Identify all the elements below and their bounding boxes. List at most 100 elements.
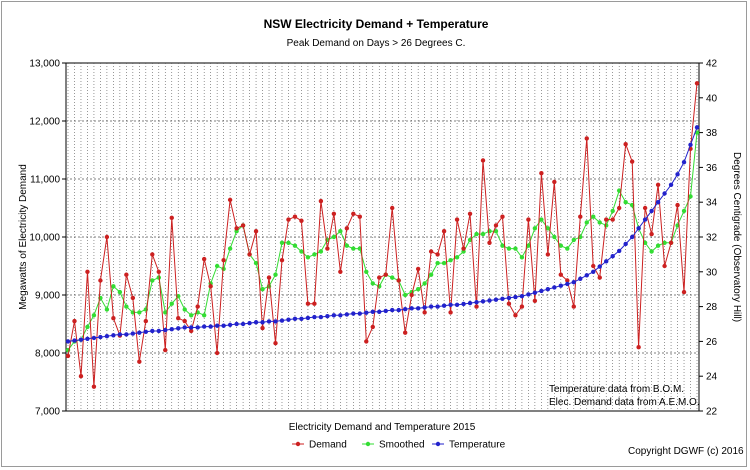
point-demand: [467, 211, 473, 216]
y2-tick-label: 24: [706, 372, 718, 383]
y-tick-label: 11,000: [30, 175, 60, 186]
point-demand: [513, 313, 518, 318]
y2-tick-label: 28: [706, 302, 718, 313]
point-demand: [364, 339, 369, 344]
point-temperature: [163, 327, 168, 333]
point-temperature: [474, 300, 479, 305]
point-demand: [649, 231, 654, 237]
point-temperature: [364, 310, 369, 315]
point-temperature: [169, 327, 174, 332]
point-temperature: [137, 330, 142, 335]
point-demand: [415, 266, 421, 272]
point-temperature: [513, 294, 518, 300]
point-temperature: [597, 264, 602, 269]
point-demand: [480, 158, 486, 163]
legend-label-temperature: Temperature: [449, 440, 506, 451]
point-temperature: [299, 316, 304, 321]
point-smoothed: [519, 255, 525, 260]
point-smoothed: [364, 269, 369, 274]
point-demand: [221, 258, 226, 263]
point-temperature: [273, 319, 278, 324]
point-temperature: [130, 331, 136, 336]
point-smoothed: [526, 243, 531, 248]
point-demand: [351, 211, 356, 216]
point-demand: [435, 252, 440, 257]
gridlines: [66, 63, 699, 411]
point-temperature: [454, 302, 460, 308]
point-temperature: [487, 298, 492, 303]
y-tick-label: 7,000: [35, 407, 60, 418]
point-demand: [163, 347, 168, 353]
point-smoothed: [500, 243, 505, 248]
point-demand: [189, 328, 194, 334]
point-demand: [461, 246, 466, 251]
point-smoothed: [506, 246, 512, 251]
point-temperature: [571, 280, 576, 285]
point-smoothed: [688, 194, 693, 199]
point-temperature: [221, 323, 226, 328]
point-demand: [85, 269, 90, 274]
point-smoothed: [253, 260, 259, 266]
point-smoothed: [189, 313, 194, 318]
point-smoothed: [441, 260, 447, 266]
point-demand: [156, 269, 161, 274]
point-demand: [338, 269, 343, 274]
point-temperature: [124, 332, 129, 337]
y-tick-label: 10,000: [29, 233, 60, 244]
point-smoothed: [623, 200, 628, 205]
point-temperature: [519, 293, 525, 299]
point-smoothed: [85, 324, 90, 330]
point-smoothed: [422, 281, 427, 286]
point-demand: [655, 182, 661, 187]
point-temperature: [286, 317, 291, 322]
point-temperature: [195, 325, 200, 330]
point-smoothed: [571, 237, 576, 243]
point-demand: [344, 226, 350, 231]
point-demand: [383, 272, 388, 277]
point-temperature: [383, 308, 388, 314]
point-temperature: [584, 273, 589, 278]
point-smoothed: [260, 287, 265, 292]
point-temperature: [65, 339, 71, 344]
point-temperature: [428, 304, 434, 309]
point-demand: [104, 234, 110, 240]
point-smoothed: [539, 217, 544, 222]
legend-marker-smoothed: [365, 441, 371, 447]
point-demand: [292, 214, 298, 219]
point-demand: [98, 278, 103, 283]
point-demand: [72, 318, 77, 324]
point-demand: [578, 214, 583, 219]
point-demand: [169, 215, 174, 221]
chart-subtitle: Peak Demand on Days > 26 Degrees C.: [287, 38, 466, 49]
point-demand: [150, 252, 155, 257]
point-demand: [370, 324, 375, 330]
point-smoothed: [299, 249, 304, 254]
point-temperature: [338, 313, 343, 318]
legend-marker-temperature: [435, 441, 441, 447]
point-smoothed: [591, 214, 596, 219]
point-temperature: [201, 324, 207, 329]
point-demand: [111, 316, 116, 321]
point-demand: [137, 359, 142, 364]
point-temperature: [247, 320, 252, 326]
point-temperature: [344, 312, 350, 317]
point-temperature: [636, 226, 641, 231]
point-smoothed: [448, 258, 453, 263]
point-demand: [201, 256, 207, 262]
y-tick-label: 12,000: [29, 117, 60, 128]
point-smoothed: [545, 226, 551, 231]
point-demand: [539, 171, 544, 176]
point-temperature: [493, 297, 499, 302]
point-smoothed: [487, 229, 492, 234]
point-demand: [558, 272, 564, 277]
point-smoothed: [273, 272, 278, 277]
point-temperature: [351, 311, 356, 316]
point-temperature: [629, 234, 635, 240]
point-demand: [91, 384, 97, 389]
point-demand: [377, 275, 382, 280]
point-demand: [286, 217, 291, 222]
point-smoothed: [370, 281, 375, 286]
note-temperature-source: Temperature data from B.O.M.: [549, 384, 684, 395]
point-demand: [545, 252, 551, 257]
